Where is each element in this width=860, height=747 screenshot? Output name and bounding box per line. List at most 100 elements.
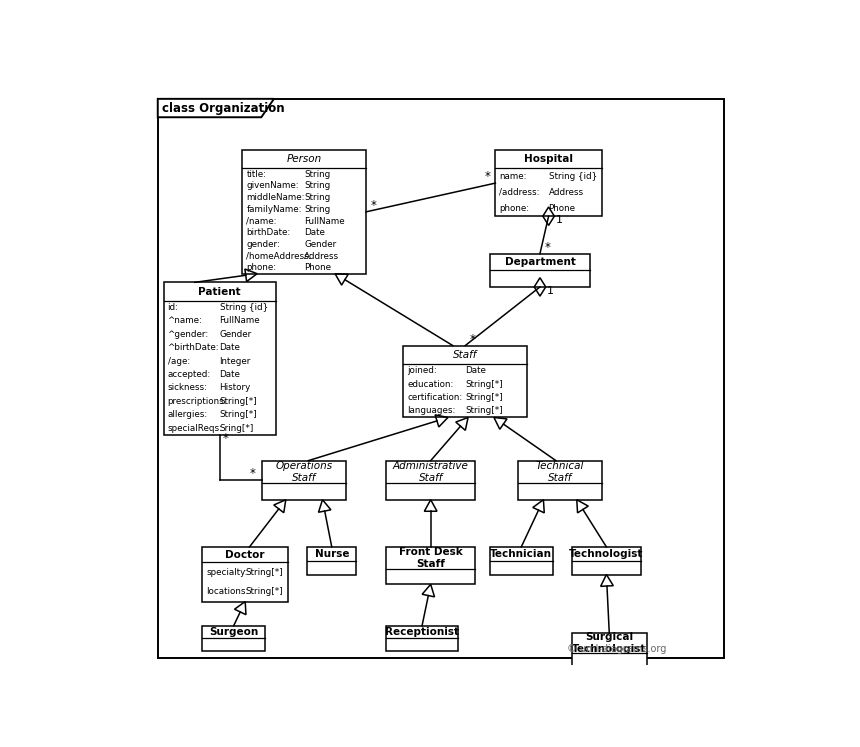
FancyBboxPatch shape — [572, 633, 647, 666]
Text: Patient: Patient — [199, 287, 241, 297]
Text: Date: Date — [219, 370, 241, 379]
Text: gender:: gender: — [246, 240, 280, 249]
Text: Phone: Phone — [549, 204, 575, 213]
Text: Department: Department — [505, 257, 575, 267]
Text: Technician: Technician — [490, 549, 552, 559]
Text: allergies:: allergies: — [168, 410, 208, 419]
Text: *: * — [371, 199, 377, 212]
FancyBboxPatch shape — [307, 547, 356, 574]
FancyBboxPatch shape — [403, 346, 527, 418]
Text: middleName:: middleName: — [246, 193, 304, 202]
Text: ^name:: ^name: — [168, 316, 202, 326]
Text: /address:: /address: — [500, 187, 540, 196]
Text: title:: title: — [246, 170, 267, 179]
Text: languages:: languages: — [408, 406, 456, 415]
Text: accepted:: accepted: — [168, 370, 211, 379]
Text: String[*]: String[*] — [219, 410, 257, 419]
Text: locations:: locations: — [206, 587, 249, 596]
Text: Surgeon: Surgeon — [209, 627, 258, 637]
FancyBboxPatch shape — [386, 547, 476, 584]
Text: class Organization: class Organization — [162, 102, 285, 114]
Text: /homeAddress:: /homeAddress: — [246, 252, 312, 261]
Text: Address: Address — [549, 187, 584, 196]
Text: String[*]: String[*] — [465, 393, 503, 402]
Text: History: History — [219, 383, 251, 392]
Text: String: String — [304, 170, 330, 179]
Text: phone:: phone: — [500, 204, 530, 213]
Text: Date: Date — [219, 343, 241, 352]
Text: Address: Address — [304, 252, 339, 261]
Text: *: * — [470, 333, 476, 347]
Text: Date: Date — [304, 229, 325, 238]
Text: Receptionist: Receptionist — [385, 627, 459, 637]
FancyBboxPatch shape — [386, 626, 458, 651]
Text: Operations
Staff: Operations Staff — [275, 461, 333, 483]
Text: Person: Person — [286, 154, 322, 164]
FancyBboxPatch shape — [489, 547, 553, 574]
Text: Staff: Staff — [453, 350, 477, 360]
Text: String: String — [304, 193, 330, 202]
FancyBboxPatch shape — [202, 547, 288, 601]
Text: *: * — [544, 241, 550, 254]
Text: Phone: Phone — [304, 264, 331, 273]
Text: 1: 1 — [556, 215, 562, 225]
Text: String: String — [304, 182, 330, 190]
Text: certification:: certification: — [408, 393, 463, 402]
Text: Technologist: Technologist — [569, 549, 643, 559]
FancyBboxPatch shape — [262, 461, 346, 500]
Text: String[*]: String[*] — [465, 406, 503, 415]
Text: *: * — [249, 467, 255, 480]
Text: Date: Date — [465, 366, 486, 375]
Text: joined:: joined: — [408, 366, 437, 375]
FancyBboxPatch shape — [163, 282, 276, 435]
Text: birthDate:: birthDate: — [246, 229, 291, 238]
Text: education:: education: — [408, 379, 454, 388]
Text: Sring[*]: Sring[*] — [219, 424, 254, 433]
Text: /name:: /name: — [246, 217, 277, 226]
Text: Surgical
Technologist: Surgical Technologist — [572, 632, 647, 654]
Text: ^gender:: ^gender: — [168, 329, 209, 338]
Text: phone:: phone: — [246, 264, 276, 273]
Text: FullName: FullName — [219, 316, 261, 326]
Text: specialReqs:: specialReqs: — [168, 424, 223, 433]
Text: String[*]: String[*] — [245, 587, 283, 596]
Text: familyName:: familyName: — [246, 205, 302, 214]
FancyBboxPatch shape — [519, 461, 602, 500]
Text: Hospital: Hospital — [524, 154, 573, 164]
Text: Gender: Gender — [304, 240, 336, 249]
Text: String: String — [304, 205, 330, 214]
Text: © uml-diagrams.org: © uml-diagrams.org — [568, 644, 666, 654]
Text: sickness:: sickness: — [168, 383, 207, 392]
Text: String[*]: String[*] — [219, 397, 257, 406]
Text: Doctor: Doctor — [225, 550, 265, 560]
Text: Technical
Staff: Technical Staff — [536, 461, 584, 483]
Text: 1: 1 — [547, 286, 554, 296]
Text: ^birthDate:: ^birthDate: — [168, 343, 219, 352]
Text: String {id}: String {id} — [219, 303, 267, 312]
Text: Administrative
Staff: Administrative Staff — [393, 461, 469, 483]
Text: *: * — [485, 170, 491, 183]
Text: Nurse: Nurse — [315, 549, 349, 559]
FancyBboxPatch shape — [202, 626, 266, 651]
Text: *: * — [223, 433, 229, 445]
FancyBboxPatch shape — [489, 253, 590, 287]
FancyBboxPatch shape — [157, 99, 724, 658]
Text: FullName: FullName — [304, 217, 345, 226]
Text: givenName:: givenName: — [246, 182, 299, 190]
Polygon shape — [157, 99, 274, 117]
Text: Front Desk
Staff: Front Desk Staff — [399, 547, 463, 568]
Text: String[*]: String[*] — [245, 568, 283, 577]
Text: Gender: Gender — [219, 329, 252, 338]
FancyBboxPatch shape — [572, 547, 641, 574]
Text: Integer: Integer — [219, 356, 251, 365]
Text: String[*]: String[*] — [465, 379, 503, 388]
Text: name:: name: — [500, 172, 527, 181]
Text: prescriptions:: prescriptions: — [168, 397, 227, 406]
FancyBboxPatch shape — [495, 150, 602, 216]
FancyBboxPatch shape — [386, 461, 476, 500]
Text: id:: id: — [168, 303, 179, 312]
FancyBboxPatch shape — [243, 150, 366, 273]
Text: String {id}: String {id} — [549, 172, 597, 181]
Text: /age:: /age: — [168, 356, 190, 365]
Text: specialty:: specialty: — [206, 568, 248, 577]
